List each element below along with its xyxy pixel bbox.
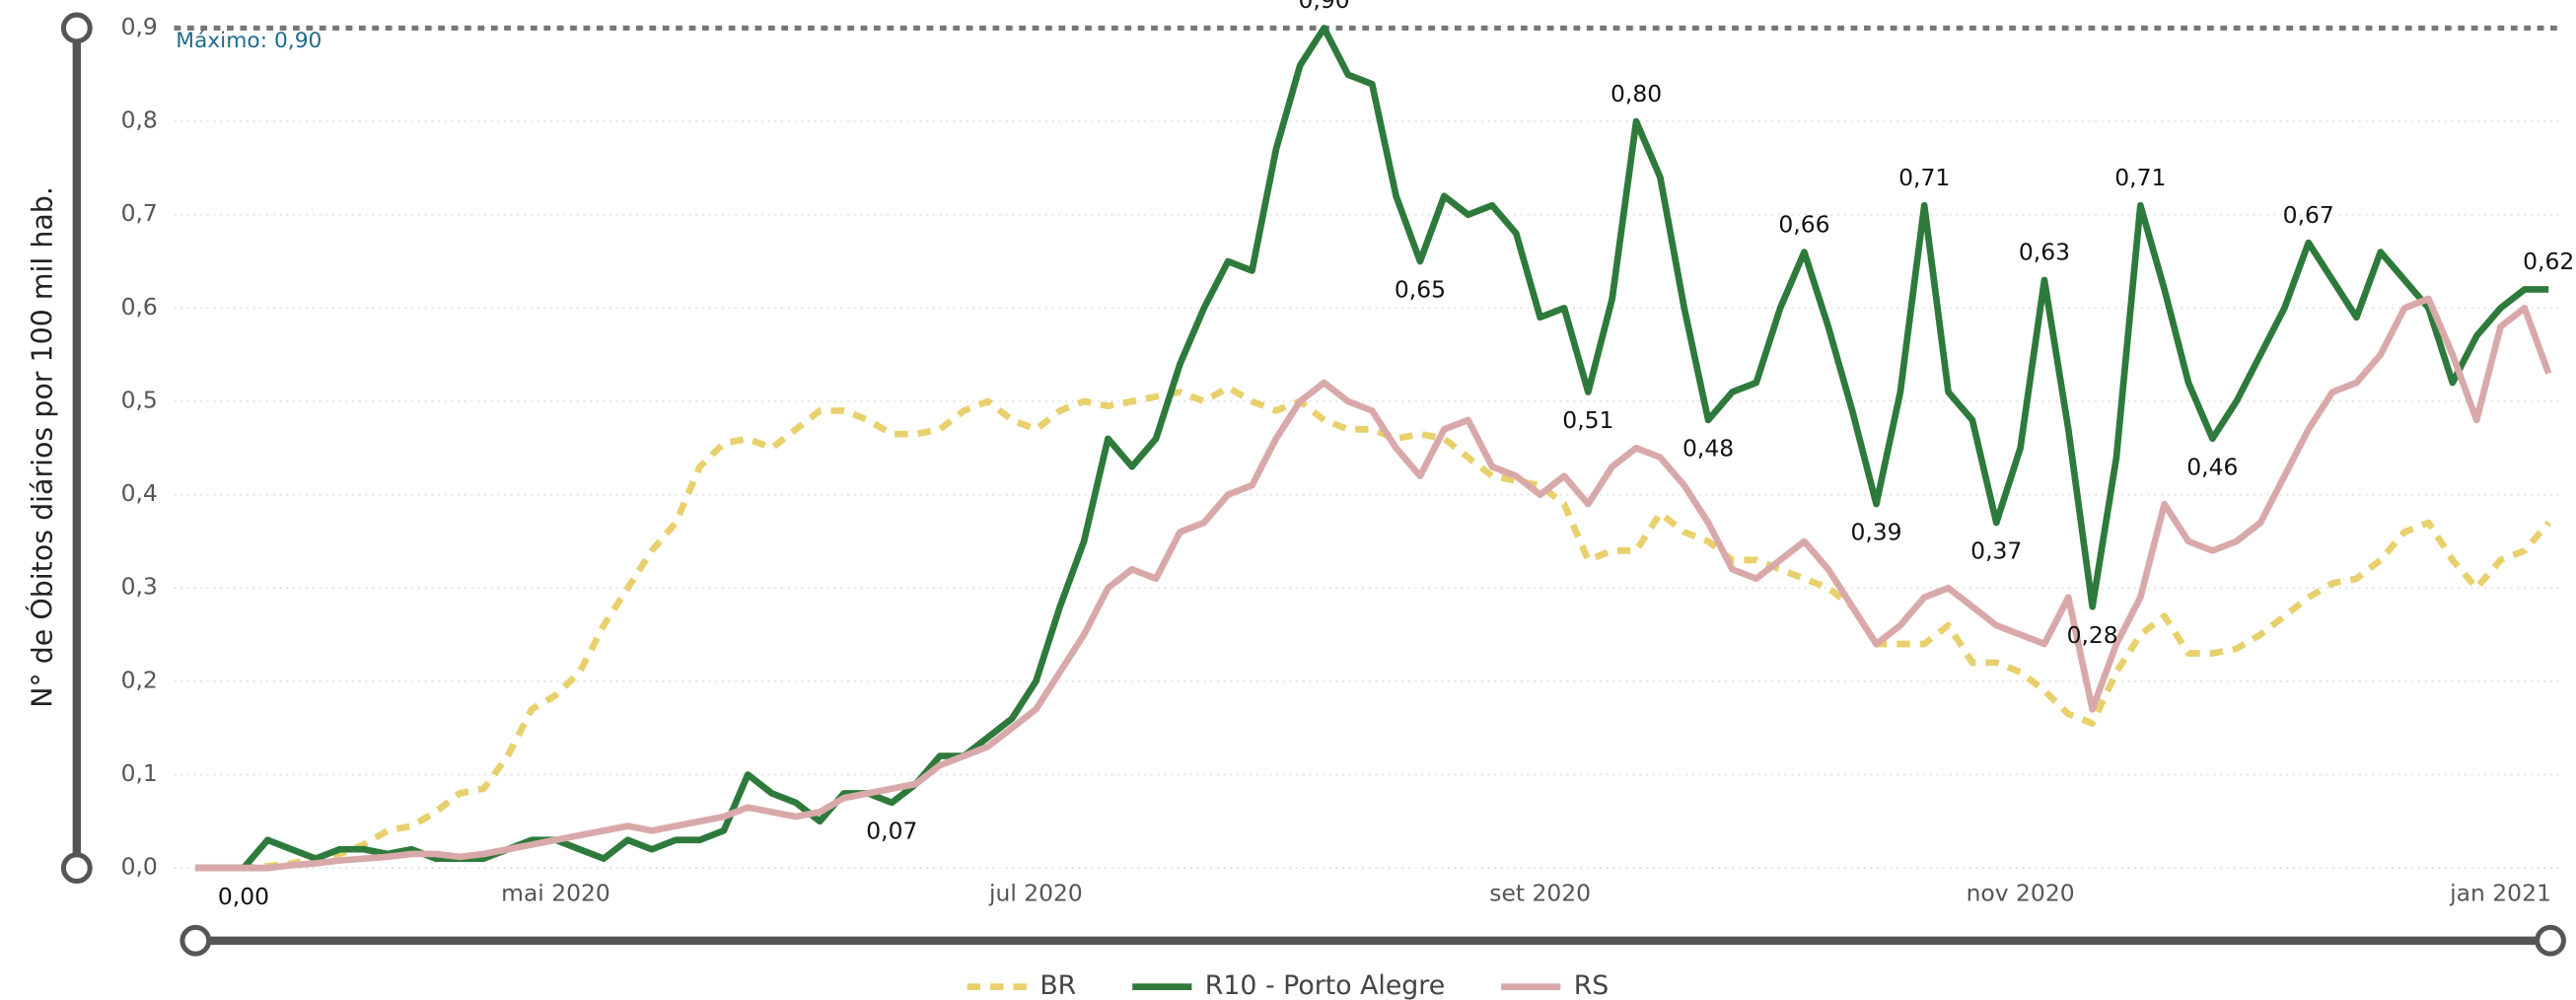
y-tick-label: 0,7 — [121, 199, 158, 227]
y-tick-label: 0,0 — [121, 853, 158, 881]
data-label: 0,65 — [1395, 276, 1446, 304]
data-label: 0,39 — [1850, 519, 1901, 546]
series-line — [195, 25, 2549, 872]
x-tick-label: nov 2020 — [1967, 879, 2075, 906]
reference-label: Máximo: 0,90 — [176, 29, 322, 53]
y-tick-label: 0,8 — [121, 107, 158, 134]
data-label: 0,37 — [1970, 537, 2022, 565]
data-label: 0,90 — [1298, 0, 1349, 14]
y-slider[interactable] — [60, 12, 93, 885]
legend: BR R10 - Porto Alegre RS — [966, 970, 1610, 1000]
data-label: 0,71 — [1898, 164, 1950, 191]
data-label: 0,46 — [2186, 453, 2238, 480]
data-label: 0,66 — [1778, 210, 1829, 238]
x-slider[interactable] — [179, 924, 2566, 957]
data-label: 0,71 — [2114, 164, 2166, 191]
x-tick-label: set 2020 — [1489, 879, 1591, 906]
y-tick-label: 0,5 — [121, 386, 158, 413]
data-label: 0,62 — [2523, 248, 2574, 275]
x-tick-label: jul 2020 — [988, 879, 1083, 906]
y-tick-label: 0,6 — [121, 293, 158, 321]
x-tick-label: mai 2020 — [501, 879, 610, 906]
slider-handle[interactable] — [60, 12, 93, 44]
data-label: 0,48 — [1682, 435, 1734, 463]
y-tick-label: 0,1 — [121, 759, 158, 787]
data-label: 0,07 — [866, 818, 917, 845]
data-label: 0,67 — [2283, 201, 2334, 229]
y-tick-label: 0,4 — [121, 479, 158, 507]
y-tick-label: 0,2 — [121, 666, 158, 693]
y-tick-label: 0,9 — [121, 13, 158, 40]
y-tick-label: 0,3 — [121, 573, 158, 601]
y-axis-label: N° de Óbitos diários por 100 mil hab. — [25, 186, 58, 708]
data-label: 0,00 — [218, 883, 269, 910]
data-label: 0,80 — [1610, 80, 1662, 107]
slider-handle[interactable] — [60, 852, 93, 885]
data-label: 0,28 — [2067, 621, 2118, 649]
legend-label: R10 - Porto Alegre — [1205, 970, 1445, 1000]
legend-label: RS — [1574, 970, 1610, 1000]
x-tick-label: jan 2021 — [2449, 879, 2551, 906]
data-label: 0,63 — [2019, 239, 2070, 266]
slider-handle[interactable] — [2535, 924, 2566, 957]
legend-label: BR — [1039, 970, 1076, 1000]
slider-handle[interactable] — [179, 924, 212, 957]
series-line — [195, 295, 2552, 872]
data-label: 0,51 — [1562, 406, 1613, 434]
